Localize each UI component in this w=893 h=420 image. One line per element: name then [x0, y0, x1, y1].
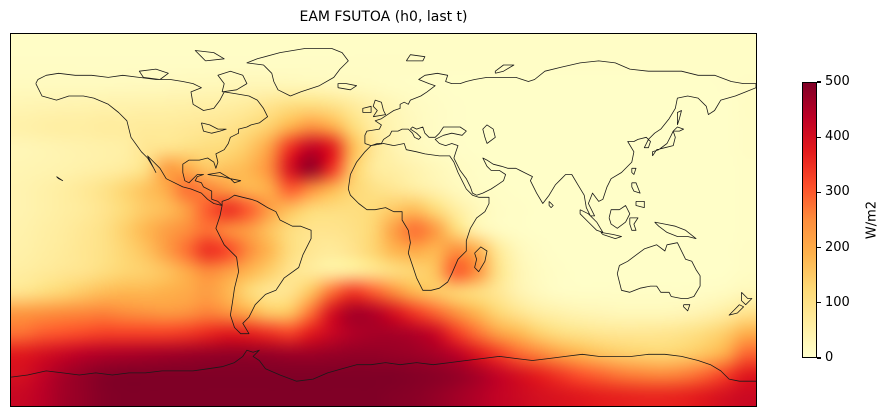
coastlines-overlay [11, 48, 756, 382]
colorbar-tick-label: 500 [825, 74, 850, 90]
colorbar-tick-label: 200 [825, 239, 850, 255]
colorbar-tick-mark [817, 136, 821, 138]
colorbar-axis-label: W/m2 [864, 200, 880, 240]
colorbar-tick-mark [817, 81, 821, 83]
colorbar-tick-mark [817, 357, 821, 359]
map-plot-area [10, 33, 757, 407]
colorbar-tick-label: 400 [825, 129, 850, 145]
colorbar-tick-label: 0 [825, 350, 834, 366]
colorbar-tick-mark [817, 247, 821, 249]
colorbar-tick-mark [817, 302, 821, 304]
colorbar-tick-mark [817, 191, 821, 193]
colorbar-tick-label: 300 [825, 184, 850, 200]
colorbar-gradient [802, 82, 817, 358]
coastline-path [11, 48, 756, 382]
colorbar: 0 100 200 300 400 500 W/m2 [802, 74, 892, 365]
colorbar-tick-label: 100 [825, 294, 850, 310]
heatmap-canvas [11, 34, 756, 406]
plot-title: EAM FSUTOA (h0, last t) [299, 9, 468, 25]
